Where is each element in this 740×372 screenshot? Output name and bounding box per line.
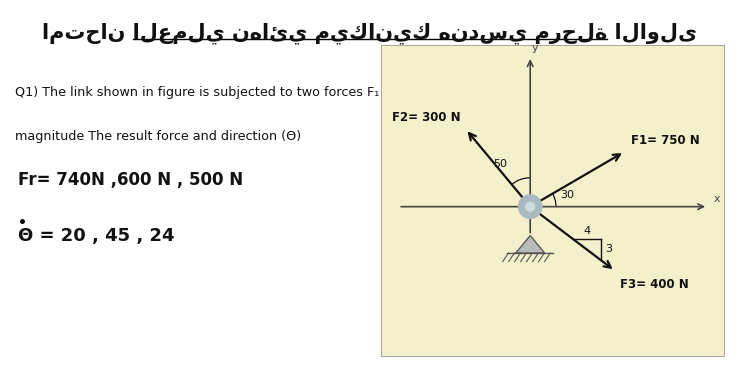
Text: x: x (713, 194, 720, 204)
Text: 4: 4 (583, 225, 591, 235)
Text: امتحان العملي نهائي ميكانيك هندسي مرحلة الاولى: امتحان العملي نهائي ميكانيك هندسي مرحلة … (42, 22, 698, 44)
Text: Q1) The link shown in figure is subjected to two forces F₁ ,F₂ and F₃ .Determine: Q1) The link shown in figure is subjecte… (15, 86, 545, 99)
Text: F3= 400 N: F3= 400 N (619, 278, 688, 291)
Circle shape (525, 202, 535, 211)
Text: F1= 750 N: F1= 750 N (631, 134, 700, 147)
Text: 3: 3 (605, 244, 612, 254)
Text: F2= 300 N: F2= 300 N (392, 112, 461, 125)
Text: y: y (531, 43, 538, 53)
Text: 50: 50 (493, 159, 507, 169)
Polygon shape (516, 235, 545, 253)
Circle shape (519, 195, 542, 218)
Text: Θ = 20 , 45 , 24: Θ = 20 , 45 , 24 (18, 227, 175, 245)
Text: 30: 30 (560, 190, 574, 200)
Text: magnitude The result force and direction (Θ): magnitude The result force and direction… (15, 130, 301, 143)
Text: Fr= 740N ,600 N , 500 N: Fr= 740N ,600 N , 500 N (18, 171, 243, 189)
